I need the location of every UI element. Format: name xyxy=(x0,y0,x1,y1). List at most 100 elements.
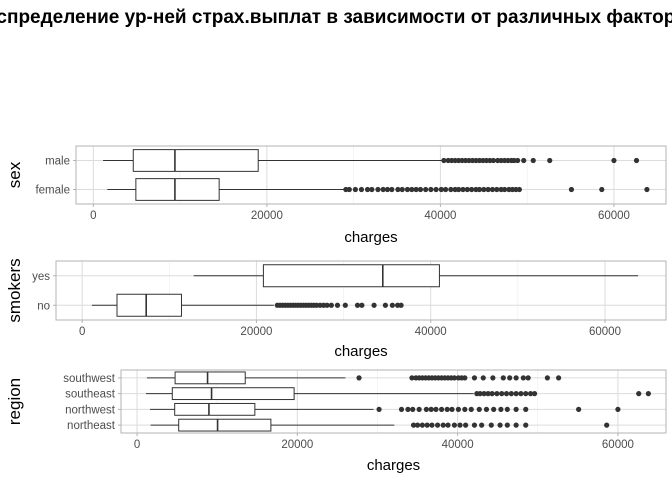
outlier-point xyxy=(398,302,404,308)
outlier-point xyxy=(521,157,527,164)
outlier-point xyxy=(611,157,617,164)
y-axis-title: smokers xyxy=(5,258,24,322)
outlier-point xyxy=(352,186,358,193)
outlier-point xyxy=(480,375,486,381)
outlier-point xyxy=(462,375,468,381)
outlier-point xyxy=(502,186,508,193)
outlier-point xyxy=(523,406,529,412)
outlier-point xyxy=(515,157,521,164)
x-tick-label: 20000 xyxy=(281,439,313,451)
panel-smokers: 0 20000 40000 60000 no yes charges smokers xyxy=(5,258,667,360)
outlier-point xyxy=(395,186,401,193)
outlier-point xyxy=(556,375,562,381)
outlier-point xyxy=(513,375,519,381)
iqr-box xyxy=(174,402,256,416)
outlier-point xyxy=(523,422,529,428)
outlier-point xyxy=(464,186,470,193)
outlier-point xyxy=(441,157,447,164)
outlier-point xyxy=(346,186,352,193)
outlier-point xyxy=(428,406,434,412)
x-axis-title: charges xyxy=(344,229,397,246)
outlier-point xyxy=(433,186,439,193)
x-tick-label: 60000 xyxy=(602,439,634,451)
y-tick-label: northwest xyxy=(65,404,116,416)
outlier-point xyxy=(513,406,519,412)
x-tick-label: 0 xyxy=(134,439,140,451)
outlier-point xyxy=(416,406,422,412)
outlier-point xyxy=(508,391,514,397)
boxplot-northeast xyxy=(150,418,610,432)
outlier-point xyxy=(438,186,444,193)
outlier-point xyxy=(468,406,474,412)
outlier-point xyxy=(462,406,468,412)
outlier-point xyxy=(342,302,348,308)
outlier-point xyxy=(382,302,388,308)
y-axis-title: sex xyxy=(5,161,24,188)
boxplot-yes xyxy=(193,264,639,288)
outlier-point xyxy=(504,406,510,412)
outlier-point xyxy=(499,391,505,397)
outlier-point xyxy=(428,186,434,193)
outlier-point xyxy=(440,422,446,428)
x-tick-label: 0 xyxy=(79,326,85,338)
outlier-point xyxy=(410,406,416,412)
outlier-point xyxy=(423,406,429,412)
outlier-point xyxy=(410,422,417,428)
outlier-point xyxy=(359,302,365,308)
outlier-point xyxy=(636,391,642,397)
outlier-point xyxy=(599,186,605,193)
outlier-point xyxy=(417,186,424,193)
iqr-box xyxy=(135,178,220,201)
outlier-point xyxy=(615,406,621,412)
outlier-point xyxy=(477,391,483,397)
iqr-box xyxy=(171,387,295,401)
outlier-point xyxy=(419,422,425,428)
outlier-point xyxy=(476,406,482,412)
outlier-point xyxy=(429,422,435,428)
outlier-point xyxy=(490,375,496,381)
outlier-point xyxy=(476,186,483,193)
iqr-box xyxy=(262,264,440,288)
outlier-point xyxy=(448,186,454,193)
outlier-point xyxy=(389,186,395,193)
x-tick-label: 40000 xyxy=(424,210,456,222)
y-tick-label: no xyxy=(37,300,50,312)
iqr-box xyxy=(178,418,272,432)
outlier-point xyxy=(523,391,529,397)
outlier-point xyxy=(434,422,441,428)
x-axis-title: charges xyxy=(367,457,420,474)
x-tick-label: 40000 xyxy=(442,439,474,451)
outlier-point xyxy=(489,186,496,193)
outlier-point xyxy=(384,186,391,193)
outlier-point xyxy=(645,391,651,397)
outlier-point xyxy=(376,406,382,412)
outlier-point xyxy=(518,391,524,397)
outlier-point xyxy=(358,186,365,193)
iqr-box xyxy=(132,149,259,172)
outlier-point xyxy=(451,375,458,381)
x-tick-label: 0 xyxy=(90,210,96,222)
y-tick-label: northeast xyxy=(67,420,116,432)
y-tick-label: male xyxy=(45,156,70,168)
outlier-point xyxy=(433,406,439,412)
outlier-point xyxy=(356,375,362,381)
panel-border xyxy=(120,369,667,434)
outlier-point xyxy=(404,186,411,193)
outlier-point xyxy=(604,422,610,428)
y-axis-title: region xyxy=(5,378,24,425)
x-tick-label: 60000 xyxy=(598,210,630,222)
outlier-point xyxy=(500,375,506,381)
outlier-point xyxy=(507,375,513,381)
outlier-point xyxy=(380,186,386,193)
y-tick-label: yes xyxy=(32,271,50,283)
x-axis-title: charges xyxy=(334,343,387,360)
outlier-point xyxy=(547,157,553,164)
outlier-point xyxy=(463,422,469,428)
outlier-point xyxy=(483,406,490,412)
outlier-point xyxy=(479,422,485,428)
outlier-point xyxy=(576,406,582,412)
outlier-point xyxy=(491,406,497,412)
outlier-point xyxy=(364,186,371,193)
outlier-point xyxy=(413,186,419,193)
outlier-point xyxy=(485,186,491,193)
